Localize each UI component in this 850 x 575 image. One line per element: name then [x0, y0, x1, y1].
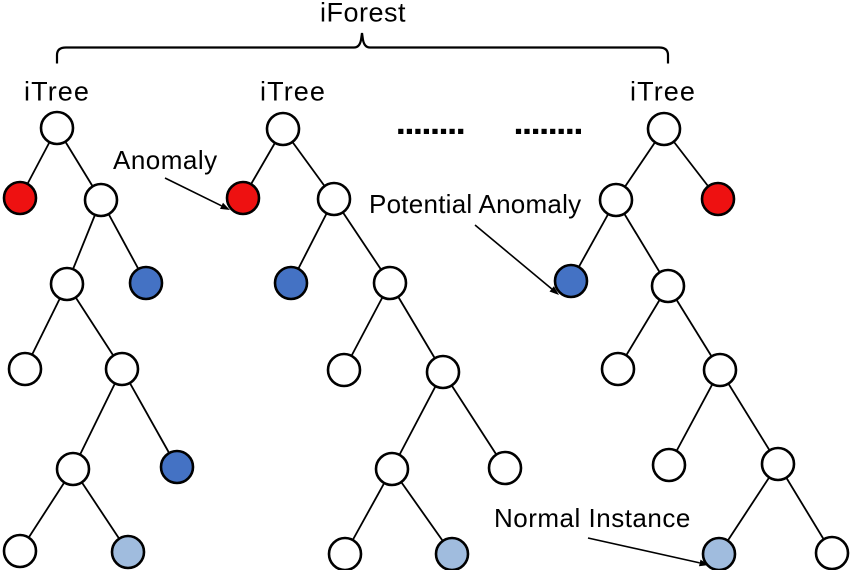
svg-text:Anomaly: Anomaly — [113, 145, 218, 175]
svg-text:Normal Instance: Normal Instance — [494, 503, 691, 533]
svg-text:iTree: iTree — [260, 77, 326, 107]
svg-text:iTree: iTree — [24, 77, 90, 107]
svg-text:iForest: iForest — [320, 0, 406, 28]
svg-text:Potential Anomaly: Potential Anomaly — [369, 189, 581, 219]
svg-text:iTree: iTree — [630, 77, 696, 107]
